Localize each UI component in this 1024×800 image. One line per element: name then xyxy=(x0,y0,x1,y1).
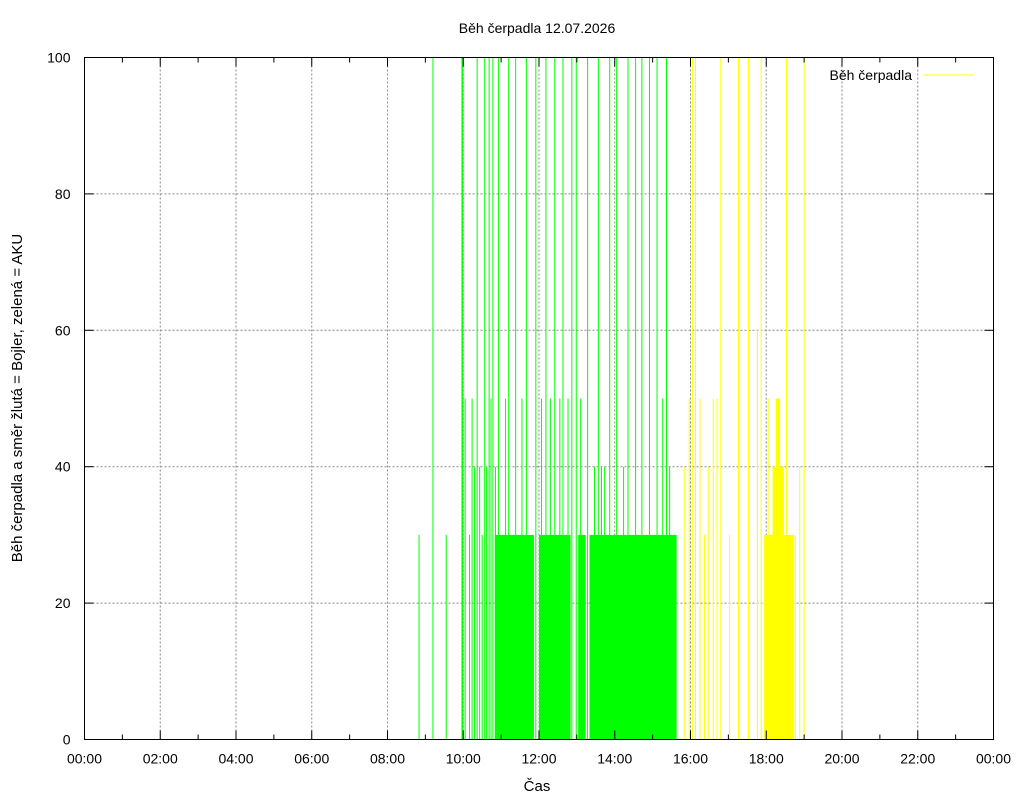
x-tick-label: 00:00 xyxy=(976,751,1011,767)
x-tick-label: 06:00 xyxy=(294,751,329,767)
legend-label: Běh čerpadla xyxy=(829,67,912,83)
x-tick-label: 16:00 xyxy=(673,751,708,767)
x-axis-title: Čas xyxy=(524,778,551,795)
x-tick-label: 04:00 xyxy=(218,751,253,767)
y-tick-label: 60 xyxy=(55,322,71,338)
y-axis-tick-labels: 0 20 40 60 80 100 xyxy=(47,50,71,748)
x-tick-label: 00:00 xyxy=(67,751,102,767)
aku-run-block xyxy=(589,534,677,740)
y-tick-label: 80 xyxy=(55,186,71,202)
bojler-run-block xyxy=(782,534,795,740)
bojler-run-block xyxy=(775,398,781,740)
x-tick-label: 22:00 xyxy=(900,751,935,767)
bojler-run-block xyxy=(764,534,774,740)
y-tick-label: 0 xyxy=(63,732,71,748)
axis-ticks xyxy=(84,57,994,740)
x-tick-label: 12:00 xyxy=(521,751,556,767)
x-tick-label: 18:00 xyxy=(749,751,784,767)
x-tick-label: 02:00 xyxy=(143,751,178,767)
chart-title: Běh čerpadla 12.07.2026 xyxy=(459,20,616,36)
x-tick-label: 14:00 xyxy=(597,751,632,767)
aku-run-block xyxy=(494,534,534,740)
plot-area xyxy=(418,57,805,740)
y-tick-label: 20 xyxy=(55,595,71,611)
aku-run-block xyxy=(578,534,586,740)
x-axis-tick-labels: 00:00 02:00 04:00 06:00 08:00 10:00 12:00 14:00… xyxy=(67,751,1011,767)
legend: Běh čerpadla xyxy=(829,67,974,83)
y-axis-title: Běh čerpadla a směr žlutá = Bojler, zele… xyxy=(9,234,26,563)
y-tick-label: 100 xyxy=(47,50,71,66)
x-tick-label: 08:00 xyxy=(370,751,405,767)
x-tick-label: 10:00 xyxy=(446,751,481,767)
y-tick-label: 40 xyxy=(55,459,71,475)
x-tick-label: 20:00 xyxy=(824,751,859,767)
